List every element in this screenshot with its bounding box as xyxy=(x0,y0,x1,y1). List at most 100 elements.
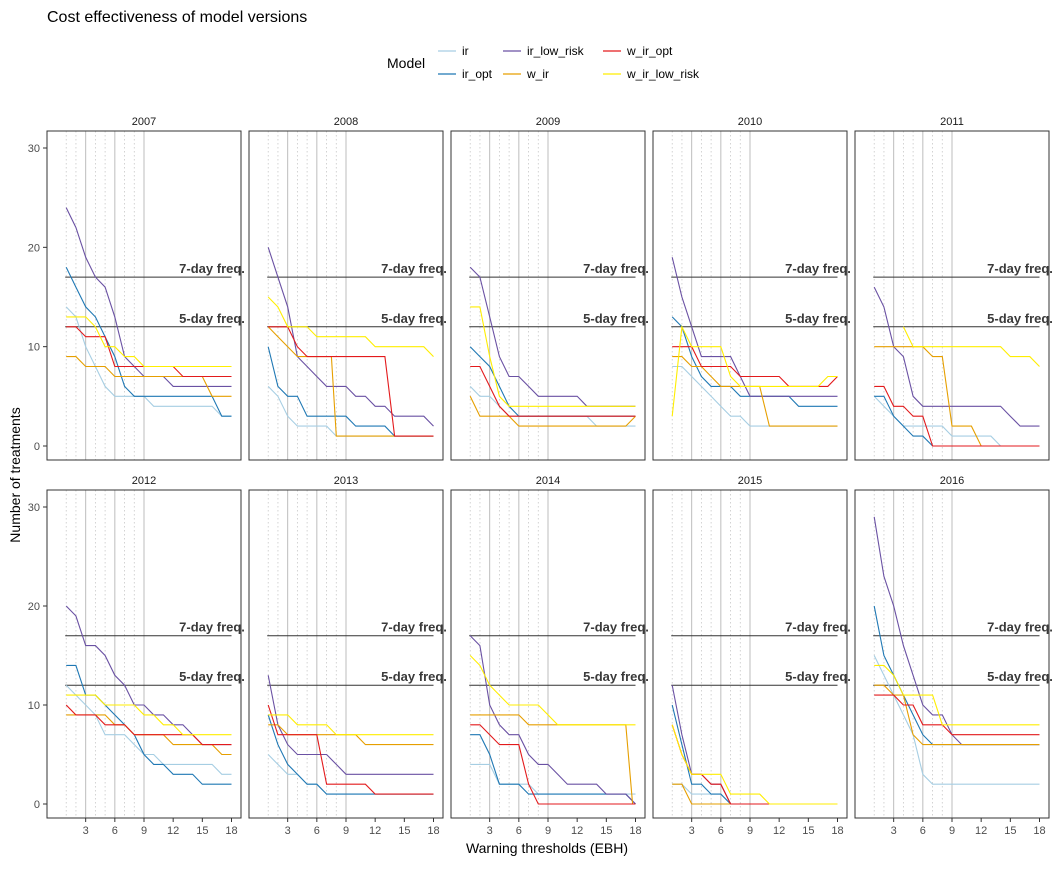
legend-label-w_ir: w_ir xyxy=(526,67,549,81)
chart-title: Cost effectiveness of model versions xyxy=(47,9,307,26)
y-tick-label: 30 xyxy=(28,143,40,155)
series-line-w_ir_opt xyxy=(470,724,636,805)
series-line-w_ir xyxy=(267,326,434,437)
legend-label-ir_opt: ir_opt xyxy=(462,67,493,81)
series-line-ir_low_risk xyxy=(469,635,636,805)
x-tick-label: 18 xyxy=(427,825,439,837)
series-line-w_ir_opt xyxy=(470,365,636,417)
panel-border xyxy=(652,130,848,461)
x-tick-label: 3 xyxy=(487,825,493,837)
reference-label: 7-day freq. xyxy=(381,620,447,635)
series-line-w_ir_low_risk xyxy=(671,324,838,417)
x-tick-label: 6 xyxy=(314,825,320,837)
y-tick-label: 0 xyxy=(34,441,40,453)
reference-label: 7-day freq. xyxy=(785,620,851,635)
series-line-ir_low_risk xyxy=(65,207,232,387)
x-tick-label: 9 xyxy=(141,825,147,837)
panel-title: 2014 xyxy=(536,475,560,487)
x-tick-label: 18 xyxy=(629,825,641,837)
series-line-w_ir_low_risk xyxy=(874,664,1040,726)
panel-2009: 2009 7-day freq. 5-day freq. xyxy=(450,116,649,461)
y-tick-label: 30 xyxy=(28,502,40,514)
series-line-ir_opt xyxy=(671,704,780,805)
series-line-w_ir_opt xyxy=(267,704,434,795)
panel-title: 2015 xyxy=(738,475,762,487)
reference-label: 5-day freq. xyxy=(785,669,851,684)
panel-title: 2013 xyxy=(334,475,358,487)
y-tick-label: 20 xyxy=(28,601,40,613)
x-tick-label: 6 xyxy=(516,825,522,837)
panel-title: 2016 xyxy=(940,475,964,487)
panel-border xyxy=(248,130,444,461)
reference-label: 7-day freq. xyxy=(785,261,851,276)
series-line-w_ir_opt xyxy=(874,385,1040,447)
panel-2013: 2013 7-day freq. 5-day freq. 3 6 9 12 15 18 xyxy=(248,475,447,837)
reference-label: 7-day freq. xyxy=(381,261,447,276)
panel-2012: 2012 7-day freq. 5-day freq. 0 10 20 30 3 6 9 12 15… xyxy=(28,475,245,837)
x-tick-label: 9 xyxy=(343,825,349,837)
x-tick-label: 9 xyxy=(949,825,955,837)
panel-2016: 2016 7-day freq. 5-day freq. 3 6 9 12 15 18 xyxy=(854,475,1053,837)
series-line-w_ir_opt xyxy=(671,724,780,805)
series-line-w_ir_opt xyxy=(65,704,232,746)
legend-label-ir_low_risk: ir_low_risk xyxy=(527,44,585,58)
reference-label: 7-day freq. xyxy=(583,261,649,276)
panel-2007: 2007 7-day freq. 5-day freq. 0 10 20 30 xyxy=(28,116,245,461)
reference-label: 5-day freq. xyxy=(987,311,1053,326)
x-axis-title: Warning thresholds (EBH) xyxy=(466,840,628,856)
x-tick-label: 15 xyxy=(398,825,410,837)
y-tick-label: 0 xyxy=(34,799,40,811)
reference-label: 5-day freq. xyxy=(987,669,1053,684)
x-tick-label: 18 xyxy=(225,825,237,837)
series-line-ir_low_risk xyxy=(873,286,1040,427)
reference-label: 7-day freq. xyxy=(583,620,649,635)
legend-label-ir: ir xyxy=(462,44,469,58)
reference-label: 5-day freq. xyxy=(583,311,649,326)
series-line-w_ir_low_risk xyxy=(268,714,434,736)
panel-title: 2011 xyxy=(940,116,964,128)
reference-label: 5-day freq. xyxy=(381,669,447,684)
panel-border xyxy=(46,130,242,461)
panel-title: 2009 xyxy=(536,116,560,128)
panel-title: 2010 xyxy=(738,116,762,128)
y-tick-label: 10 xyxy=(28,700,40,712)
x-tick-label: 3 xyxy=(285,825,291,837)
series-line-ir xyxy=(873,655,1040,785)
x-tick-label: 15 xyxy=(1004,825,1016,837)
panel-title: 2007 xyxy=(132,116,156,128)
y-tick-label: 10 xyxy=(28,342,40,354)
series-line-ir_low_risk xyxy=(267,247,434,427)
x-tick-label: 6 xyxy=(112,825,118,837)
x-tick-label: 6 xyxy=(718,825,724,837)
series-line-w_ir xyxy=(66,356,232,397)
panel-title: 2008 xyxy=(334,116,358,128)
x-tick-label: 9 xyxy=(545,825,551,837)
reference-label: 5-day freq. xyxy=(179,311,245,326)
x-tick-label: 9 xyxy=(747,825,753,837)
panel-2014: 2014 7-day freq. 5-day freq. 3 6 9 12 15 18 xyxy=(450,475,649,837)
x-tick-label: 12 xyxy=(975,825,987,837)
series-line-w_ir xyxy=(874,684,1040,746)
x-tick-label: 15 xyxy=(600,825,612,837)
reference-label: 5-day freq. xyxy=(583,669,649,684)
reference-label: 7-day freq. xyxy=(987,261,1053,276)
x-tick-label: 6 xyxy=(920,825,926,837)
x-tick-label: 12 xyxy=(167,825,179,837)
series-line-ir_low_risk xyxy=(267,675,434,775)
series-line-w_ir_low_risk xyxy=(671,724,838,805)
series-line-ir_opt xyxy=(267,714,434,795)
reference-label: 7-day freq. xyxy=(987,620,1053,635)
x-tick-label: 12 xyxy=(571,825,583,837)
series-line-w_ir_opt xyxy=(874,694,1040,736)
x-tick-label: 12 xyxy=(773,825,785,837)
panel-2011: 2011 7-day freq. 5-day freq. xyxy=(854,116,1053,461)
y-tick-label: 20 xyxy=(28,242,40,254)
series-line-ir_opt xyxy=(671,316,838,407)
legend-label-w_ir_opt: w_ir_opt xyxy=(626,44,673,58)
reference-label: 5-day freq. xyxy=(785,311,851,326)
series-line-w_ir xyxy=(874,346,1040,447)
x-tick-label: 3 xyxy=(891,825,897,837)
series-line-w_ir_low_risk xyxy=(267,296,434,357)
